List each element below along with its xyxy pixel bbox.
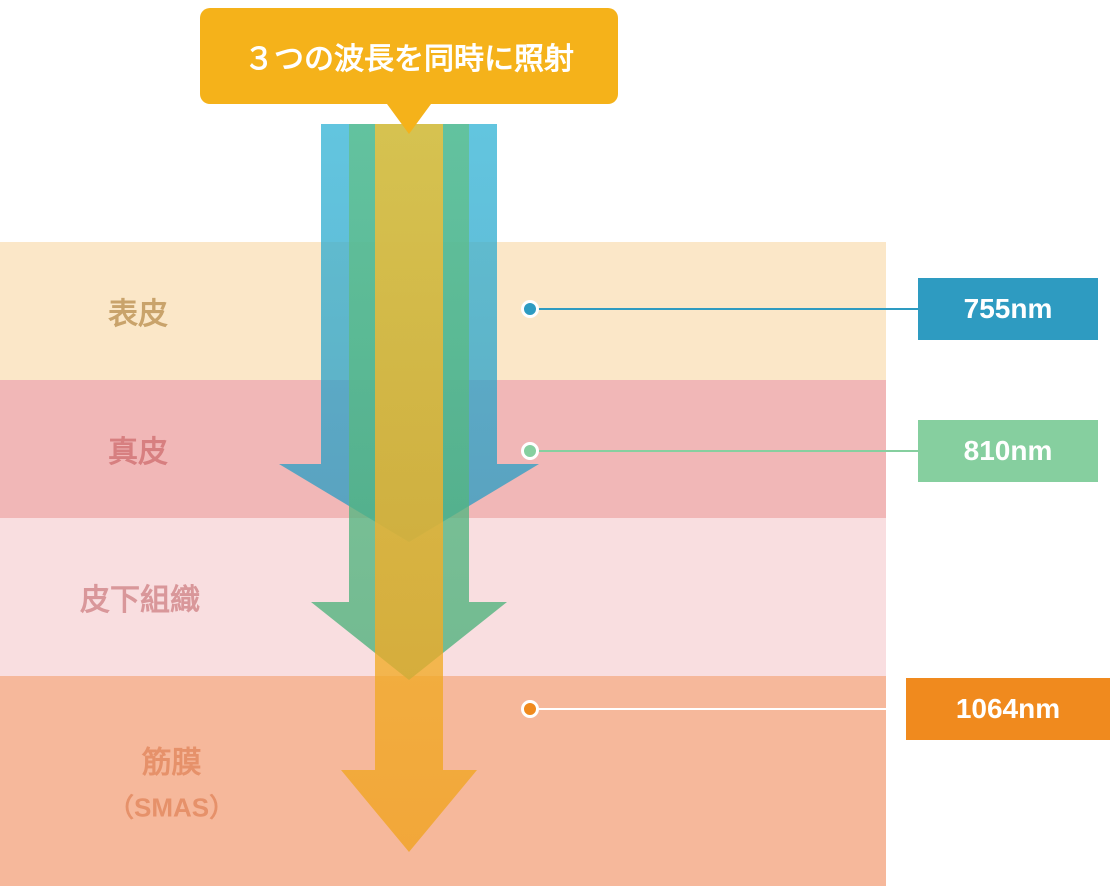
- header-callout: ３つの波長を同時に照射: [200, 8, 618, 104]
- leader-line-wl-810: [530, 450, 918, 452]
- skin-layer-dermis: 真皮: [0, 380, 886, 518]
- leader-dot-wl-755: [521, 300, 539, 318]
- header-callout-pointer: [387, 104, 431, 134]
- layer-label-text-epidermis: 表皮: [108, 289, 168, 333]
- wavelength-badge-wl-755: 755nm: [918, 278, 1098, 340]
- layer-label-text-subcutis: 皮下組織: [80, 575, 200, 619]
- layer-label-text-dermis: 真皮: [108, 427, 168, 471]
- wavelength-badge-wl-810: 810nm: [918, 420, 1098, 482]
- skin-layer-subcutis: 皮下組織: [0, 518, 886, 676]
- layer-label-subcutis: 皮下組織: [80, 575, 200, 619]
- layer-sublabel-text-smas: （SMAS）: [108, 788, 235, 825]
- leader-line-wl-1064: [530, 708, 906, 710]
- layer-label-smas: 筋膜 （SMAS）: [108, 738, 235, 825]
- layer-label-dermis: 真皮: [108, 427, 168, 471]
- layer-label-epidermis: 表皮: [108, 289, 168, 333]
- layer-label-text-smas: 筋膜: [108, 738, 235, 782]
- wavelength-badge-wl-1064: 1064nm: [906, 678, 1110, 740]
- leader-line-wl-755: [530, 308, 918, 310]
- leader-dot-wl-810: [521, 442, 539, 460]
- leader-dot-wl-1064: [521, 700, 539, 718]
- skin-layer-epidermis: 表皮: [0, 242, 886, 380]
